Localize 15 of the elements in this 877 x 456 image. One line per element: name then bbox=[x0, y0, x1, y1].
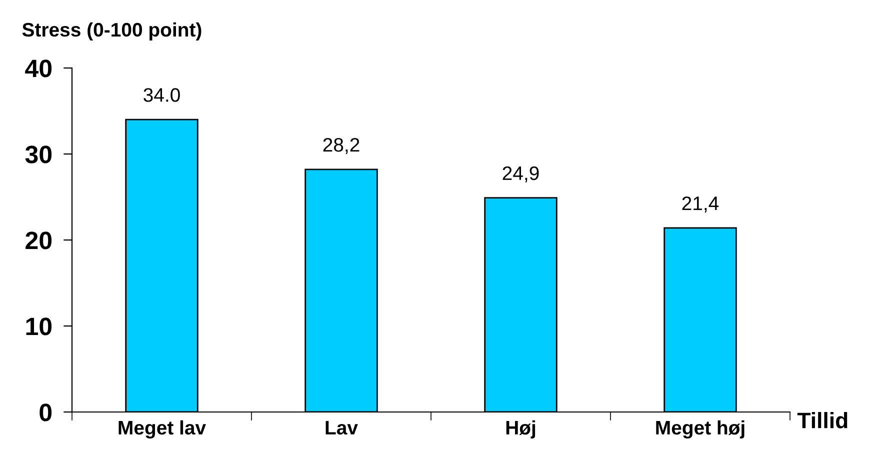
y-tick-label: 40 bbox=[25, 60, 52, 78]
y-tick-label: 10 bbox=[26, 318, 52, 336]
data-label: 21,4 bbox=[682, 196, 719, 213]
x-tick-label: Lav bbox=[326, 421, 358, 435]
x-tick-label: Meget høj bbox=[656, 420, 744, 439]
data-label: 24,9 bbox=[502, 166, 539, 182]
y-tick-label: 20 bbox=[26, 232, 52, 250]
data-label: 34.0 bbox=[144, 88, 180, 102]
y-axis-title: Stress (0-100 point) bbox=[22, 22, 202, 40]
x-axis-title: Tillid bbox=[797, 412, 848, 428]
y-tick-label: 0 bbox=[40, 404, 52, 422]
y-tick-label: 30 bbox=[25, 146, 52, 164]
data-label: 28,2 bbox=[323, 138, 360, 154]
x-tick-label: Høj bbox=[506, 420, 536, 438]
x-tick-label: Meget lav bbox=[118, 420, 206, 439]
